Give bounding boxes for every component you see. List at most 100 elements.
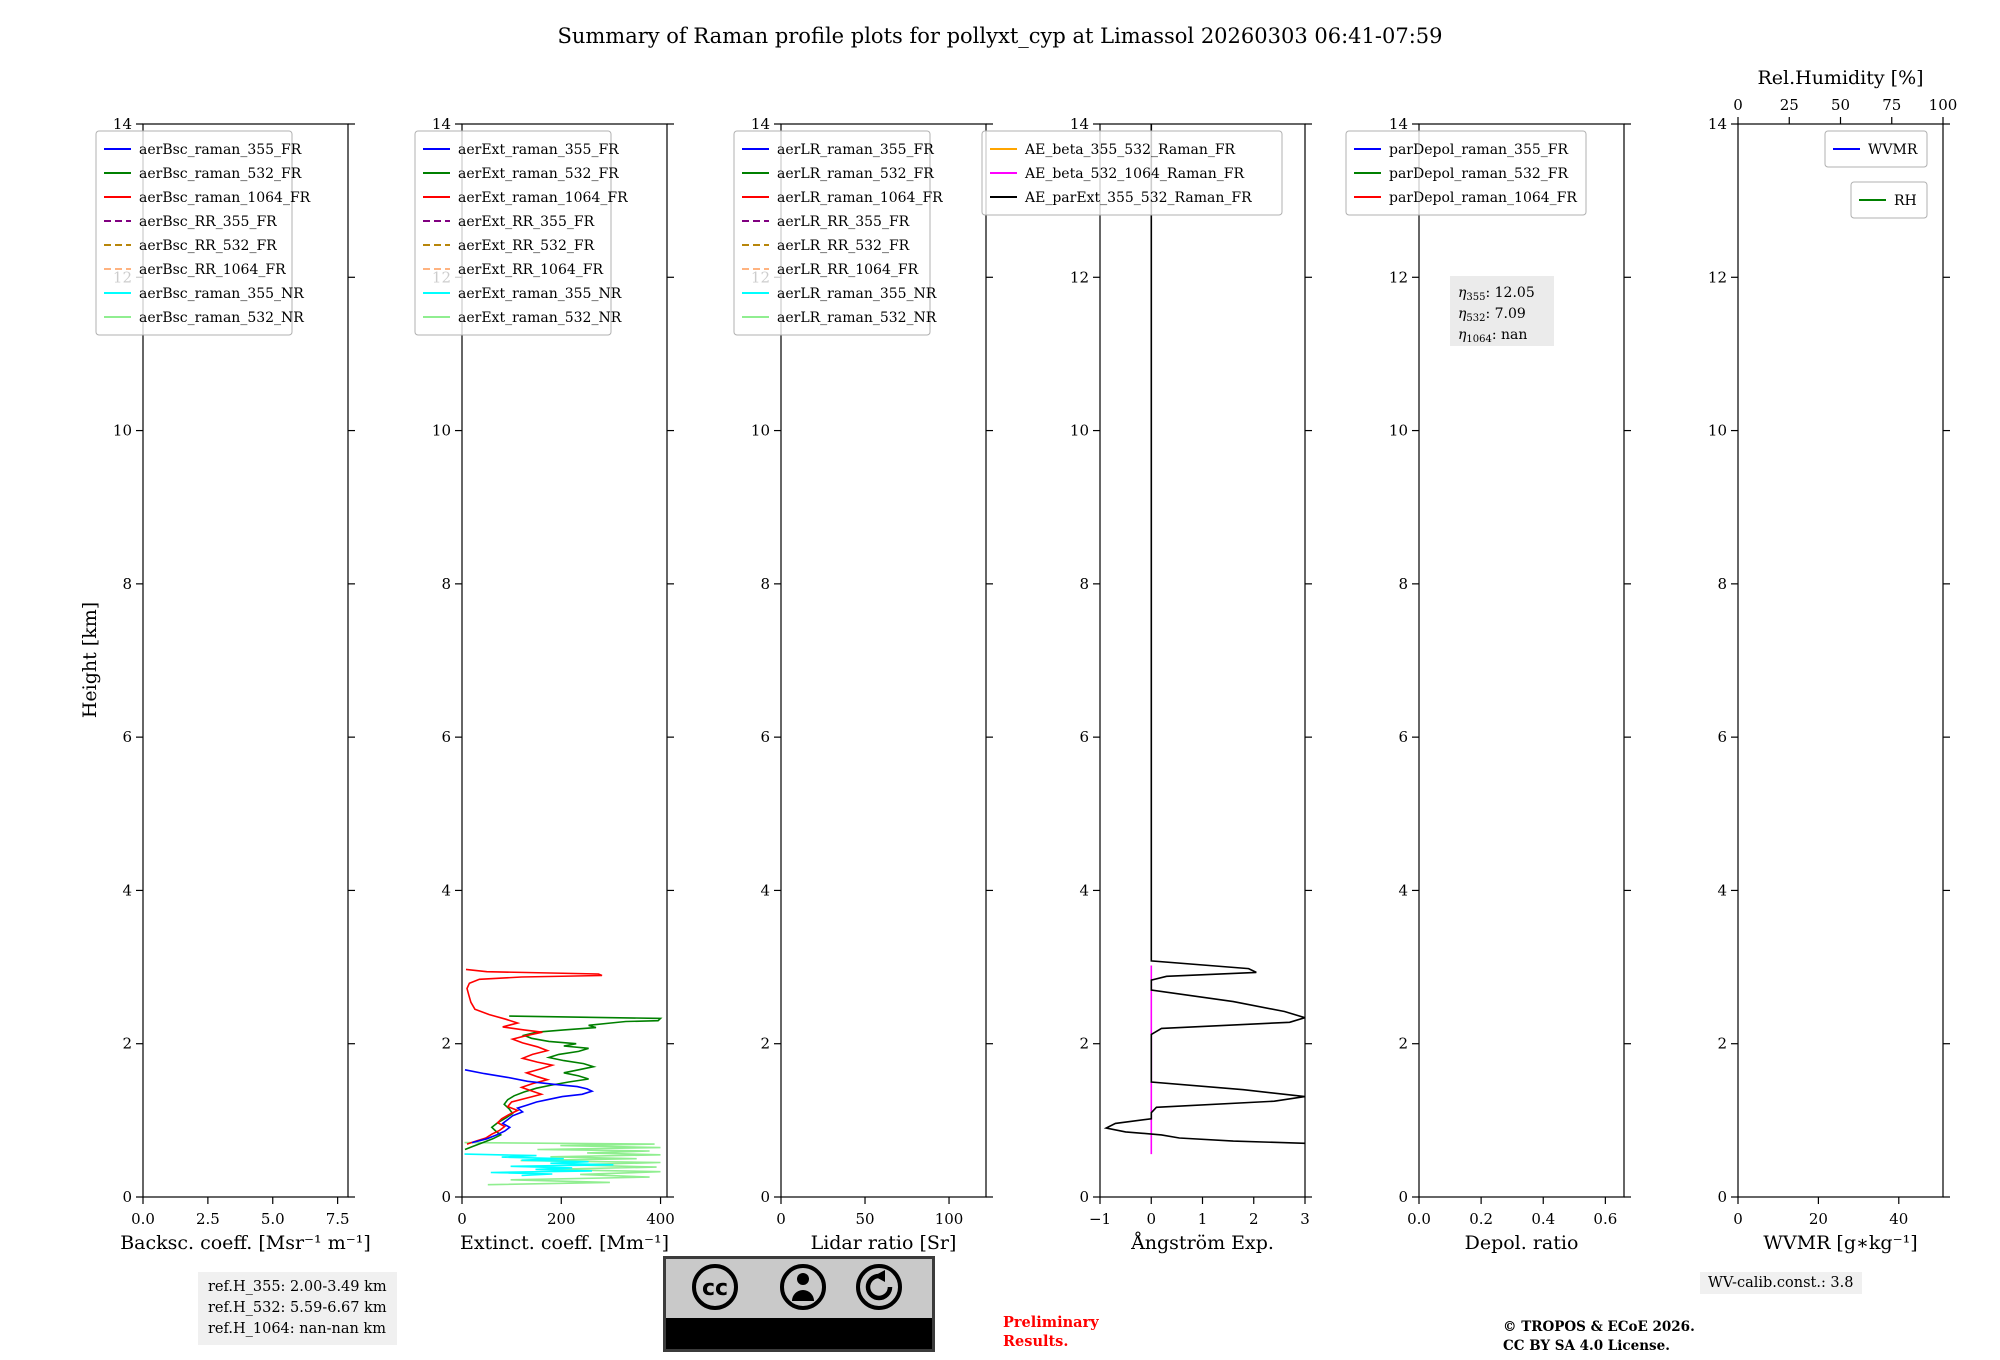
legend-label: parDepol_raman_532_FR — [1389, 166, 1568, 182]
y-tick-label: 4 — [441, 881, 451, 899]
y-tick-label: 14 — [1389, 115, 1408, 133]
legend-label: aerBsc_raman_355_NR — [139, 286, 304, 302]
copyright-line-1: © TROPOS & ECoE 2026. — [1503, 1319, 1695, 1335]
series-aerExt_raman_1064_FR — [465, 968, 603, 1145]
legend-label: aerExt_raman_355_FR — [458, 142, 619, 158]
legend-label: aerBsc_raman_532_FR — [139, 166, 302, 182]
x-tick-label: 400 — [646, 1210, 675, 1228]
x-axis-label-angstroem: Ångström Exp. — [1130, 1232, 1274, 1254]
legend-label: AE_beta_355_532_Raman_FR — [1024, 142, 1236, 158]
preliminary-line-1: Preliminary — [1003, 1314, 1099, 1331]
legend-label: aerBsc_raman_355_FR — [139, 142, 302, 158]
legend-label: aerLR_raman_532_NR — [777, 310, 937, 326]
x-tick-label: 2.5 — [196, 1210, 220, 1228]
top-tick-label: 0 — [1733, 96, 1743, 114]
x-axis-label-backscatter: Backsc. coeff. [Msr⁻¹ m⁻¹] — [120, 1232, 371, 1254]
preliminary-results-note: Preliminary Results. — [1003, 1314, 1099, 1352]
reference-height-box: ref.H_355: 2.00-3.49 km ref.H_532: 5.59-… — [198, 1272, 397, 1346]
y-tick-label: 2 — [1717, 1035, 1727, 1053]
y-tick-label: 10 — [1070, 422, 1089, 440]
legend-label: aerLR_RR_532_FR — [777, 238, 910, 254]
ref-h-1064: ref.H_1064: nan-nan km — [208, 1321, 386, 1338]
cc-badge-band — [666, 1318, 932, 1349]
x-tick-label: 1 — [1198, 1210, 1208, 1228]
y-tick-label: 14 — [1708, 115, 1727, 133]
y-tick-label: 0 — [1398, 1188, 1408, 1206]
legend-box — [1345, 130, 1587, 216]
legend-label: AE_parExt_355_532_Raman_FR — [1024, 190, 1252, 206]
x-tick-label: 0.6 — [1593, 1210, 1617, 1228]
top-tick-label: 100 — [1929, 96, 1958, 114]
y-tick-label: 0 — [1079, 1188, 1089, 1206]
y-tick-label: 2 — [122, 1035, 132, 1053]
legend-label: aerBsc_raman_1064_FR — [139, 190, 311, 206]
legend-label: aerExt_RR_355_FR — [458, 214, 595, 230]
legend: parDepol_raman_355_FR parDepol_raman_532_… — [1345, 130, 1587, 216]
figure-title: Summary of Raman profile plots for polly… — [557, 24, 1443, 48]
legend-label: aerExt_raman_532_NR — [458, 310, 622, 326]
y-tick-label: 10 — [113, 422, 132, 440]
preliminary-line-2: Results. — [1003, 1332, 1069, 1350]
legend-label: AE_beta_532_1064_Raman_FR — [1024, 166, 1244, 182]
person-head-icon — [797, 1273, 809, 1285]
top-tick-label: 25 — [1780, 96, 1799, 114]
copyright-note: © TROPOS & ECoE 2026. CC BY SA 4.0 Licen… — [1503, 1318, 1695, 1356]
cc-sa-label: SA — [861, 1324, 890, 1346]
y-tick-label: 8 — [1398, 575, 1408, 593]
x-tick-label: 0 — [457, 1210, 467, 1228]
legend: aerLR_raman_355_FR aerLR_raman_532_FR aerL… — [733, 130, 943, 336]
x-tick-label: 7.5 — [326, 1210, 350, 1228]
person-icon — [780, 1264, 826, 1310]
y-tick-label: 6 — [1079, 728, 1089, 746]
legend-label: aerExt_RR_1064_FR — [458, 262, 603, 278]
series-aerExt_raman_355_FR — [464, 1069, 595, 1144]
y-tick-label: 8 — [122, 575, 132, 593]
legend-label: aerExt_raman_355_NR — [458, 286, 622, 302]
series-AE_parExt_355_532_Raman_FR — [1103, 124, 1305, 1145]
annotation-line: η355: 12.05 — [1458, 285, 1535, 303]
ref-h-355: ref.H_355: 2.00-3.49 km — [208, 1279, 387, 1295]
cc-by-label: BY — [791, 1324, 818, 1346]
cc-badge-svg: cc BY SA — [663, 1256, 935, 1352]
legend-label: aerBsc_RR_532_FR — [139, 238, 277, 254]
person-body-icon — [792, 1290, 814, 1301]
y-tick-label: 8 — [441, 575, 451, 593]
x-tick-label: 100 — [935, 1210, 964, 1228]
x-tick-label: 0.4 — [1531, 1210, 1555, 1228]
y-tick-label: 12 — [1070, 268, 1089, 286]
legend-label: aerLR_raman_355_NR — [777, 286, 937, 302]
x-tick-label: 0.0 — [1407, 1210, 1431, 1228]
legend-box — [1824, 130, 1928, 168]
legend-label: aerLR_raman_1064_FR — [777, 190, 943, 206]
y-tick-label: 6 — [1398, 728, 1408, 746]
legend-label: parDepol_raman_1064_FR — [1389, 190, 1577, 206]
x-tick-label: 50 — [855, 1210, 874, 1228]
y-tick-label: 4 — [1079, 881, 1089, 899]
x-axis-label-extinction: Extinct. coeff. [Mm⁻¹] — [460, 1232, 669, 1254]
legend-box — [414, 130, 612, 336]
panel-wvmr: 0 2 4 6 8 10 12 14 0 20 40 0 25 50 75 100 Rel.Humidity [… — [1708, 67, 1957, 1254]
legend: RH — [1850, 181, 1928, 219]
legend-label: RH — [1894, 193, 1917, 209]
x-axis-label-lidar-ratio: Lidar ratio [Sr] — [811, 1232, 957, 1254]
y-tick-label: 14 — [432, 115, 451, 133]
legend-box — [981, 130, 1283, 216]
legend: aerExt_raman_355_FR aerExt_raman_532_FRae… — [414, 130, 628, 336]
y-tick-label: 0 — [1717, 1188, 1727, 1206]
y-tick-label: 4 — [1717, 881, 1727, 899]
axes-frame-wvmr — [1737, 123, 1944, 1198]
legend-label: aerExt_RR_532_FR — [458, 238, 595, 254]
y-tick-label: 8 — [760, 575, 770, 593]
y-tick-label: 2 — [1079, 1035, 1089, 1053]
x-tick-label: 2 — [1249, 1210, 1259, 1228]
top-tick-label: 50 — [1831, 96, 1850, 114]
y-tick-label: 10 — [751, 422, 770, 440]
annotation-line: η532: 7.09 — [1458, 306, 1526, 324]
y-tick-label: 4 — [1398, 881, 1408, 899]
wv-calibration-constant: WV-calib.const.: 3.8 — [1700, 1272, 1862, 1294]
depol-annotation-box — [1450, 276, 1554, 346]
legend: WVMR — [1824, 130, 1928, 168]
x-tick-label: 0.0 — [131, 1210, 155, 1228]
legend-label: parDepol_raman_355_FR — [1389, 142, 1568, 158]
legend-label: aerLR_raman_532_FR — [777, 166, 934, 182]
